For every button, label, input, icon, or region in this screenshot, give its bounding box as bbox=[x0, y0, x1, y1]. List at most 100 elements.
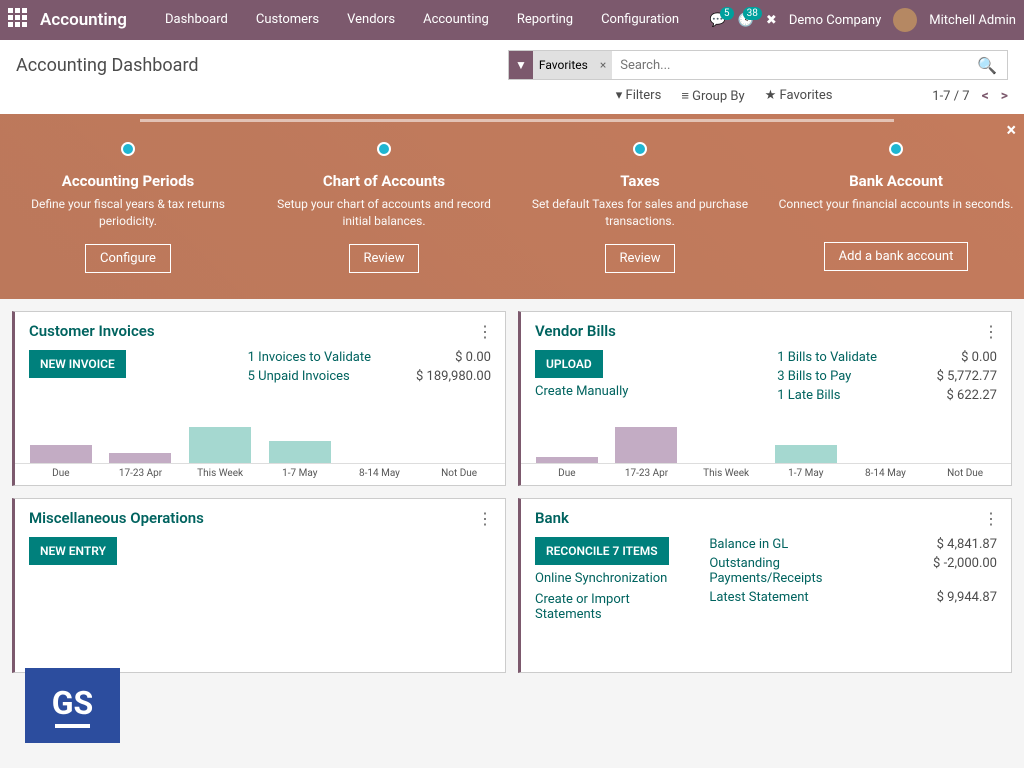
step-button[interactable]: Review bbox=[605, 244, 676, 273]
top-nav: Accounting Dashboard Customers Vendors A… bbox=[0, 0, 1024, 40]
groupby-button[interactable]: ≡ Group By bbox=[681, 88, 744, 104]
nav-customers[interactable]: Customers bbox=[242, 0, 333, 40]
page-title: Accounting Dashboard bbox=[16, 55, 199, 76]
new-invoice-button[interactable]: NEW INVOICE bbox=[29, 350, 126, 378]
stat-value: $ 0.00 bbox=[411, 350, 491, 365]
card-customer-invoices: Customer Invoices ⋮ NEW INVOICE 1 Invoic… bbox=[12, 311, 506, 486]
chart-bar bbox=[269, 441, 331, 463]
search-input[interactable] bbox=[612, 58, 967, 73]
nav-reporting[interactable]: Reporting bbox=[503, 0, 587, 40]
chart-label: Not Due bbox=[934, 468, 996, 479]
stat-label[interactable]: 5 Unpaid Invoices bbox=[248, 369, 350, 384]
stat-label[interactable]: 1 Late Bills bbox=[777, 388, 840, 403]
chart-label: This Week bbox=[695, 468, 757, 479]
user-avatar[interactable] bbox=[893, 8, 917, 32]
step-title: Taxes bbox=[522, 172, 758, 190]
card-menu-icon[interactable]: ⋮ bbox=[983, 509, 999, 528]
stat-label[interactable]: Latest Statement bbox=[709, 590, 808, 605]
stat-label[interactable]: Outstanding Payments/Receipts bbox=[709, 556, 877, 586]
stat-row: Balance in GL$ 4,841.87 bbox=[709, 537, 997, 552]
chart-label: 17-23 Apr bbox=[109, 468, 171, 479]
card-misc-operations: Miscellaneous Operations ⋮ NEW ENTRY bbox=[12, 498, 506, 673]
apps-icon[interactable] bbox=[8, 8, 32, 32]
stat-label[interactable]: 1 Bills to Validate bbox=[777, 350, 877, 365]
card-menu-icon[interactable]: ⋮ bbox=[477, 322, 493, 341]
import-statements-link[interactable]: Create or Import Statements bbox=[535, 592, 689, 622]
step-title: Bank Account bbox=[778, 172, 1014, 190]
app-brand: Accounting bbox=[40, 10, 127, 30]
card-menu-icon[interactable]: ⋮ bbox=[983, 322, 999, 341]
stat-row: Outstanding Payments/Receipts$ -2,000.00 bbox=[709, 556, 997, 586]
chart-bar bbox=[615, 427, 677, 463]
chart-bar bbox=[775, 445, 837, 463]
chart-label: 8-14 May bbox=[854, 468, 916, 479]
nav-dashboard[interactable]: Dashboard bbox=[151, 0, 242, 40]
step-title: Chart of Accounts bbox=[266, 172, 502, 190]
step-button[interactable]: Review bbox=[349, 244, 420, 273]
reconcile-button[interactable]: RECONCILE 7 ITEMS bbox=[535, 537, 669, 565]
filter-chip-remove[interactable]: × bbox=[594, 58, 612, 72]
onboard-step: Accounting Periods Define your fiscal ye… bbox=[0, 142, 256, 273]
company-name[interactable]: Demo Company bbox=[789, 13, 881, 28]
messages-icon[interactable]: 💬5 bbox=[710, 13, 726, 28]
step-line bbox=[140, 119, 894, 122]
pager-prev[interactable]: < bbox=[982, 88, 989, 104]
new-entry-button[interactable]: NEW ENTRY bbox=[29, 537, 117, 565]
user-name[interactable]: Mitchell Admin bbox=[929, 13, 1016, 28]
stat-label[interactable]: 1 Invoices to Validate bbox=[248, 350, 371, 365]
card-title[interactable]: Bank bbox=[535, 509, 997, 527]
stat-row: Latest Statement$ 9,944.87 bbox=[709, 590, 997, 605]
search-bar: ▼ Favorites × 🔍 bbox=[508, 50, 1008, 80]
stat-label[interactable]: Balance in GL bbox=[709, 537, 788, 552]
search-icon[interactable]: 🔍 bbox=[967, 56, 1007, 75]
stat-value: $ 622.27 bbox=[917, 388, 997, 403]
control-panel: Accounting Dashboard ▼ Favorites × 🔍 ▾ F… bbox=[0, 40, 1024, 114]
favorites-button[interactable]: ★ Favorites bbox=[765, 88, 833, 104]
gs-logo: GS bbox=[25, 668, 120, 743]
stat-row: 1 Late Bills $ 622.27 bbox=[777, 388, 997, 403]
step-button[interactable]: Add a bank account bbox=[824, 242, 969, 271]
nav-configuration[interactable]: Configuration bbox=[587, 0, 693, 40]
filters-button[interactable]: ▾ Filters bbox=[616, 88, 662, 104]
funnel-icon: ▼ bbox=[509, 51, 533, 79]
onboarding-close[interactable]: × bbox=[1006, 120, 1016, 141]
chart-label: 17-23 Apr bbox=[615, 468, 677, 479]
create-manually-link[interactable]: Create Manually bbox=[535, 384, 628, 399]
chart-label: 1-7 May bbox=[269, 468, 331, 479]
pager-next[interactable]: > bbox=[1001, 88, 1008, 104]
chart-label: Due bbox=[536, 468, 598, 479]
card-title[interactable]: Customer Invoices bbox=[29, 322, 491, 340]
chart-bar bbox=[189, 427, 251, 463]
nav-accounting[interactable]: Accounting bbox=[409, 0, 503, 40]
chart-label: This Week bbox=[189, 468, 251, 479]
step-button[interactable]: Configure bbox=[85, 244, 171, 273]
pager: 1-7 / 7 < > bbox=[932, 88, 1008, 104]
onboard-step: Bank Account Connect your financial acco… bbox=[768, 142, 1024, 273]
online-sync-link[interactable]: Online Synchronization bbox=[535, 571, 667, 586]
stat-value: $ 5,772.77 bbox=[917, 369, 997, 384]
card-title[interactable]: Vendor Bills bbox=[535, 322, 997, 340]
bills-chart: Due 17-23 Apr This Week 1-7 May 8-14 May Not … bbox=[521, 425, 1011, 485]
chart-label: 1-7 May bbox=[775, 468, 837, 479]
stat-row: 1 Invoices to Validate $ 0.00 bbox=[248, 350, 491, 365]
onboarding-banner: × Accounting Periods Define your fiscal … bbox=[0, 114, 1024, 299]
filter-chip: ▼ Favorites × bbox=[509, 51, 612, 79]
nav-vendors[interactable]: Vendors bbox=[333, 0, 409, 40]
nav-menu: Dashboard Customers Vendors Accounting R… bbox=[151, 0, 693, 40]
step-dot bbox=[377, 142, 391, 156]
stat-value: $ 0.00 bbox=[917, 350, 997, 365]
chart-bar bbox=[30, 445, 92, 463]
step-desc: Connect your financial accounts in secon… bbox=[778, 196, 1014, 228]
activities-icon[interactable]: 🕓38 bbox=[738, 13, 754, 28]
tools-icon[interactable]: ✖ bbox=[766, 13, 777, 28]
card-title[interactable]: Miscellaneous Operations bbox=[29, 509, 491, 527]
stat-label[interactable]: 3 Bills to Pay bbox=[777, 369, 851, 384]
step-desc: Set default Taxes for sales and purchase… bbox=[522, 196, 758, 230]
chart-label: 8-14 May bbox=[348, 468, 410, 479]
step-dot bbox=[633, 142, 647, 156]
upload-button[interactable]: UPLOAD bbox=[535, 350, 603, 378]
card-menu-icon[interactable]: ⋮ bbox=[477, 509, 493, 528]
stat-row: 5 Unpaid Invoices$ 189,980.00 bbox=[248, 369, 491, 384]
dashboard-cards: Customer Invoices ⋮ NEW INVOICE 1 Invoic… bbox=[0, 299, 1024, 685]
card-vendor-bills: Vendor Bills ⋮ UPLOAD Create Manually 1 … bbox=[518, 311, 1012, 486]
